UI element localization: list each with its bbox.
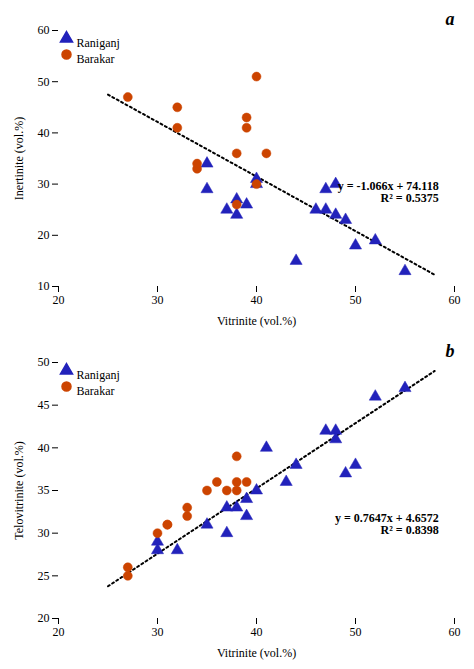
svg-text:y = 0.7647x + 4.6572R² = 0.839: y = 0.7647x + 4.6572R² = 0.8398 xyxy=(335,511,439,537)
svg-text:30: 30 xyxy=(38,177,50,191)
svg-text:Telovitrinite (vol.%): Telovitrinite (vol.%) xyxy=(12,441,26,539)
svg-text:30: 30 xyxy=(152,625,164,639)
svg-text:30: 30 xyxy=(152,293,164,307)
svg-text:40: 40 xyxy=(251,293,263,307)
svg-text:20: 20 xyxy=(38,611,50,625)
svg-text:60: 60 xyxy=(449,293,461,307)
svg-text:50: 50 xyxy=(38,75,50,89)
svg-text:20: 20 xyxy=(38,228,50,242)
svg-text:20: 20 xyxy=(53,293,65,307)
svg-text:50: 50 xyxy=(350,293,362,307)
svg-text:50: 50 xyxy=(350,625,362,639)
svg-text:40: 40 xyxy=(251,625,263,639)
svg-text:30: 30 xyxy=(38,526,50,540)
svg-text:Inertinite (vol.%): Inertinite (vol.%) xyxy=(12,117,26,200)
svg-text:60: 60 xyxy=(449,625,461,639)
svg-text:y = -1.066x + 74.118R² = 0.537: y = -1.066x + 74.118R² = 0.5375 xyxy=(338,179,439,205)
svg-text:35: 35 xyxy=(38,483,50,497)
svg-text:10: 10 xyxy=(38,279,50,293)
svg-text:a: a xyxy=(446,9,455,29)
svg-text:Barakar: Barakar xyxy=(77,52,115,66)
svg-text:20: 20 xyxy=(53,625,65,639)
svg-text:b: b xyxy=(446,341,455,361)
svg-text:Vitrinite (vol.%): Vitrinite (vol.%) xyxy=(217,646,296,660)
svg-text:25: 25 xyxy=(38,569,50,583)
svg-text:40: 40 xyxy=(38,441,50,455)
svg-text:Barakar: Barakar xyxy=(77,384,115,398)
svg-text:50: 50 xyxy=(38,355,50,369)
svg-text:Vitrinite (vol.%): Vitrinite (vol.%) xyxy=(217,314,296,328)
svg-text:40: 40 xyxy=(38,126,50,140)
svg-text:Raniganj: Raniganj xyxy=(77,36,120,50)
svg-text:60: 60 xyxy=(38,23,50,37)
svg-text:45: 45 xyxy=(38,398,50,412)
svg-text:Raniganj: Raniganj xyxy=(77,368,120,382)
